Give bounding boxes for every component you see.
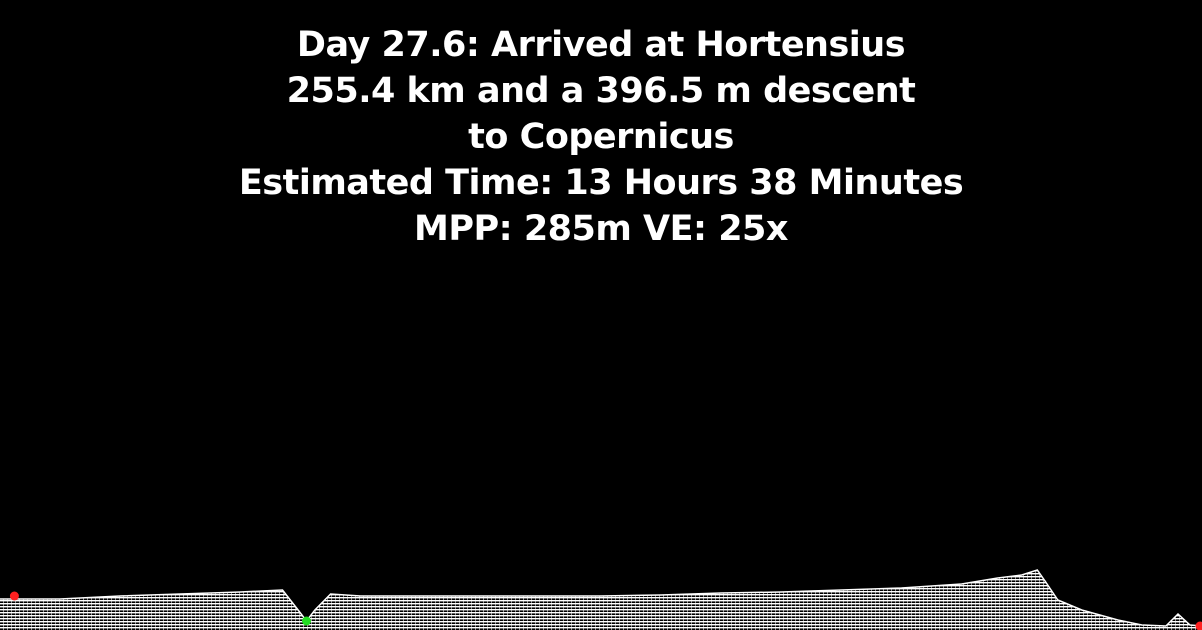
caption-distance-descent: 255.4 km and a 396.5 m descent: [286, 71, 916, 111]
current-marker: [302, 616, 311, 626]
caption-scale-info: MPP: 285m VE: 25x: [414, 209, 789, 249]
terrain-outline: [0, 569, 1202, 627]
caption-next-destination: to Copernicus: [468, 117, 734, 157]
end-marker: [1195, 621, 1202, 630]
start-marker: [9, 591, 19, 601]
caption-estimated-time: Estimated Time: 13 Hours 38 Minutes: [238, 163, 964, 203]
route-caption: Day 27.6: Arrived at Hortensius 255.4 km…: [0, 22, 1202, 252]
caption-day-destination: Day 27.6: Arrived at Hortensius: [296, 25, 906, 65]
terrain-area: [0, 570, 1202, 630]
